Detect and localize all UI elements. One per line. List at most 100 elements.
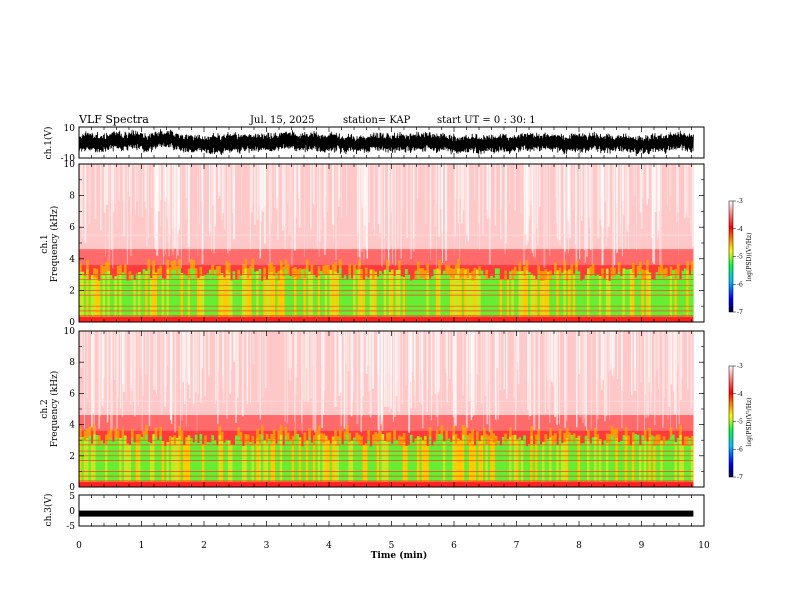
ch2-spec-low-band xyxy=(135,443,139,482)
ch2-spec-band-edge xyxy=(400,436,404,447)
ch1-spec-streak xyxy=(256,164,259,220)
ch2-spec-streak xyxy=(360,331,363,416)
ch2-spec-streak xyxy=(110,331,112,433)
ch2-spec-band-edge xyxy=(402,433,406,443)
ch2-spec-band-edge xyxy=(466,434,470,445)
ch2-spec-low-band xyxy=(216,445,219,482)
ch1-spec-streak xyxy=(461,164,463,224)
ch2-spec-low-band xyxy=(398,444,401,482)
ch2-spec-band-edge xyxy=(237,427,240,437)
ch1-spec-low-band xyxy=(577,271,581,317)
ch1-spec-streak xyxy=(658,164,660,211)
ch2-spec-streak xyxy=(164,331,167,387)
ch2-spec-streak xyxy=(483,331,484,433)
ch2-spec-low-band xyxy=(291,445,295,482)
ch2-spec-low-band xyxy=(428,436,432,482)
ch2-spec-low-band xyxy=(109,438,113,482)
ch2-spec-streak xyxy=(455,331,456,423)
ch2-spec-streak xyxy=(185,331,187,427)
ch1-spec-streak xyxy=(209,164,210,237)
ch1-spec-low-band xyxy=(457,268,460,317)
ch2-spec-streak xyxy=(645,331,647,418)
ch2-spec-low-band xyxy=(303,441,307,482)
ch1-spec-streak xyxy=(363,164,365,261)
ch2-spec-low-band xyxy=(504,443,507,482)
ch1-spec-ytick-label: 4 xyxy=(69,255,75,265)
ch2-spec-band-edge xyxy=(93,424,96,435)
ch2-spec-band-edge xyxy=(624,427,628,437)
ch1-spec-band-edge xyxy=(662,268,666,279)
ch2-colorbar-tick-label: -5 xyxy=(737,419,743,426)
ch1-spec-streak xyxy=(304,164,305,257)
ch2-spec-band-edge xyxy=(336,436,340,446)
ch2-spec-streak xyxy=(548,331,551,381)
ch1-spec-low-band xyxy=(438,269,441,317)
ch2-spec-streak xyxy=(250,331,251,403)
ch2-spec-streak xyxy=(470,331,472,399)
ch1-spec-low-band xyxy=(197,278,200,317)
ch2-spec-streak xyxy=(229,331,232,370)
ch2-spec-streak xyxy=(503,331,505,390)
ch2-spec-low-band xyxy=(494,445,498,482)
ch1-spectrogram-image xyxy=(79,164,694,322)
ch2-spec-streak xyxy=(597,331,599,420)
ch1-spec-streak xyxy=(584,164,586,263)
ch1-spec-streak xyxy=(558,164,561,240)
ch2-spec-streak xyxy=(676,331,677,429)
ch2-spec-low-band xyxy=(556,444,559,482)
ch1-spec-low-band xyxy=(461,277,465,317)
ch1-spec-streak xyxy=(361,164,363,204)
ch2-spec-band-edge xyxy=(322,433,326,443)
ch2-spec-streak xyxy=(608,331,610,371)
ch1-spec-low-band xyxy=(383,269,387,317)
ch2-spec-streak xyxy=(631,331,633,396)
x-tick-label: 1 xyxy=(139,541,145,551)
ch1-spec-streak xyxy=(504,164,506,254)
ch2-spec-streak xyxy=(527,331,529,410)
ch1-spec-band-edge xyxy=(549,270,552,281)
ch1-colorbar-tick-label: -7 xyxy=(737,309,743,316)
start-time-label: start UT = 0 : 30: 1 xyxy=(437,115,536,126)
ch2-spec-band-edge xyxy=(374,432,378,442)
ch1-spec-streak xyxy=(454,164,456,237)
ch1-spec-streak xyxy=(310,164,312,230)
ch1-spectrogram-ylabel-line1: ch.1 xyxy=(40,234,50,253)
ch2-spec-streak xyxy=(681,331,683,379)
ch2-spec-low-band xyxy=(513,434,517,482)
ch2-spec-streak xyxy=(252,331,255,365)
ch2-spec-streak xyxy=(137,331,139,407)
ch2-spec-streak xyxy=(384,331,386,391)
ch1-spec-band-edge xyxy=(199,266,203,277)
ch2-spec-low-band xyxy=(676,437,680,482)
ch2-spec-low-band xyxy=(433,441,437,482)
ch1-spec-streak xyxy=(589,164,591,229)
ch2-spec-streak xyxy=(392,331,394,422)
ch1-spec-streak xyxy=(438,164,440,237)
ch2-spec-low-band xyxy=(476,440,479,482)
ch2-spec-low-band xyxy=(140,436,144,482)
ch1-spec-streak xyxy=(218,164,221,197)
ch2-spec-streak xyxy=(160,331,161,394)
ch1-spec-streak xyxy=(597,164,600,239)
x-tick-label: 8 xyxy=(576,541,582,551)
ch2-spec-streak xyxy=(667,331,669,420)
ch2-spec-band-edge xyxy=(239,431,243,442)
ch1-colorbar-tick-label: -5 xyxy=(737,254,743,261)
ch2-spec-streak xyxy=(262,331,264,398)
ch1-spec-streak xyxy=(325,164,327,197)
ch2-spec-low-band xyxy=(409,434,413,482)
ch2-spec-streak xyxy=(418,331,421,403)
ch2-spec-streak xyxy=(472,331,475,406)
ch1-spec-band-edge xyxy=(613,267,616,278)
ch2-spec-streak xyxy=(644,331,645,432)
ch1-spec-low-band xyxy=(374,271,378,317)
ch1-spec-low-band xyxy=(561,272,564,317)
ch1-spec-band-edge xyxy=(296,269,300,279)
ch1-spec-low-band xyxy=(119,274,122,317)
ch1-spec-streak xyxy=(103,164,106,213)
ch2-spec-streak xyxy=(638,331,639,408)
ch2-spec-band-edge xyxy=(159,426,162,437)
ch1-spec-streak xyxy=(658,164,661,266)
ch2-spec-streak xyxy=(609,331,612,365)
ch1-spec-streak xyxy=(84,164,87,244)
